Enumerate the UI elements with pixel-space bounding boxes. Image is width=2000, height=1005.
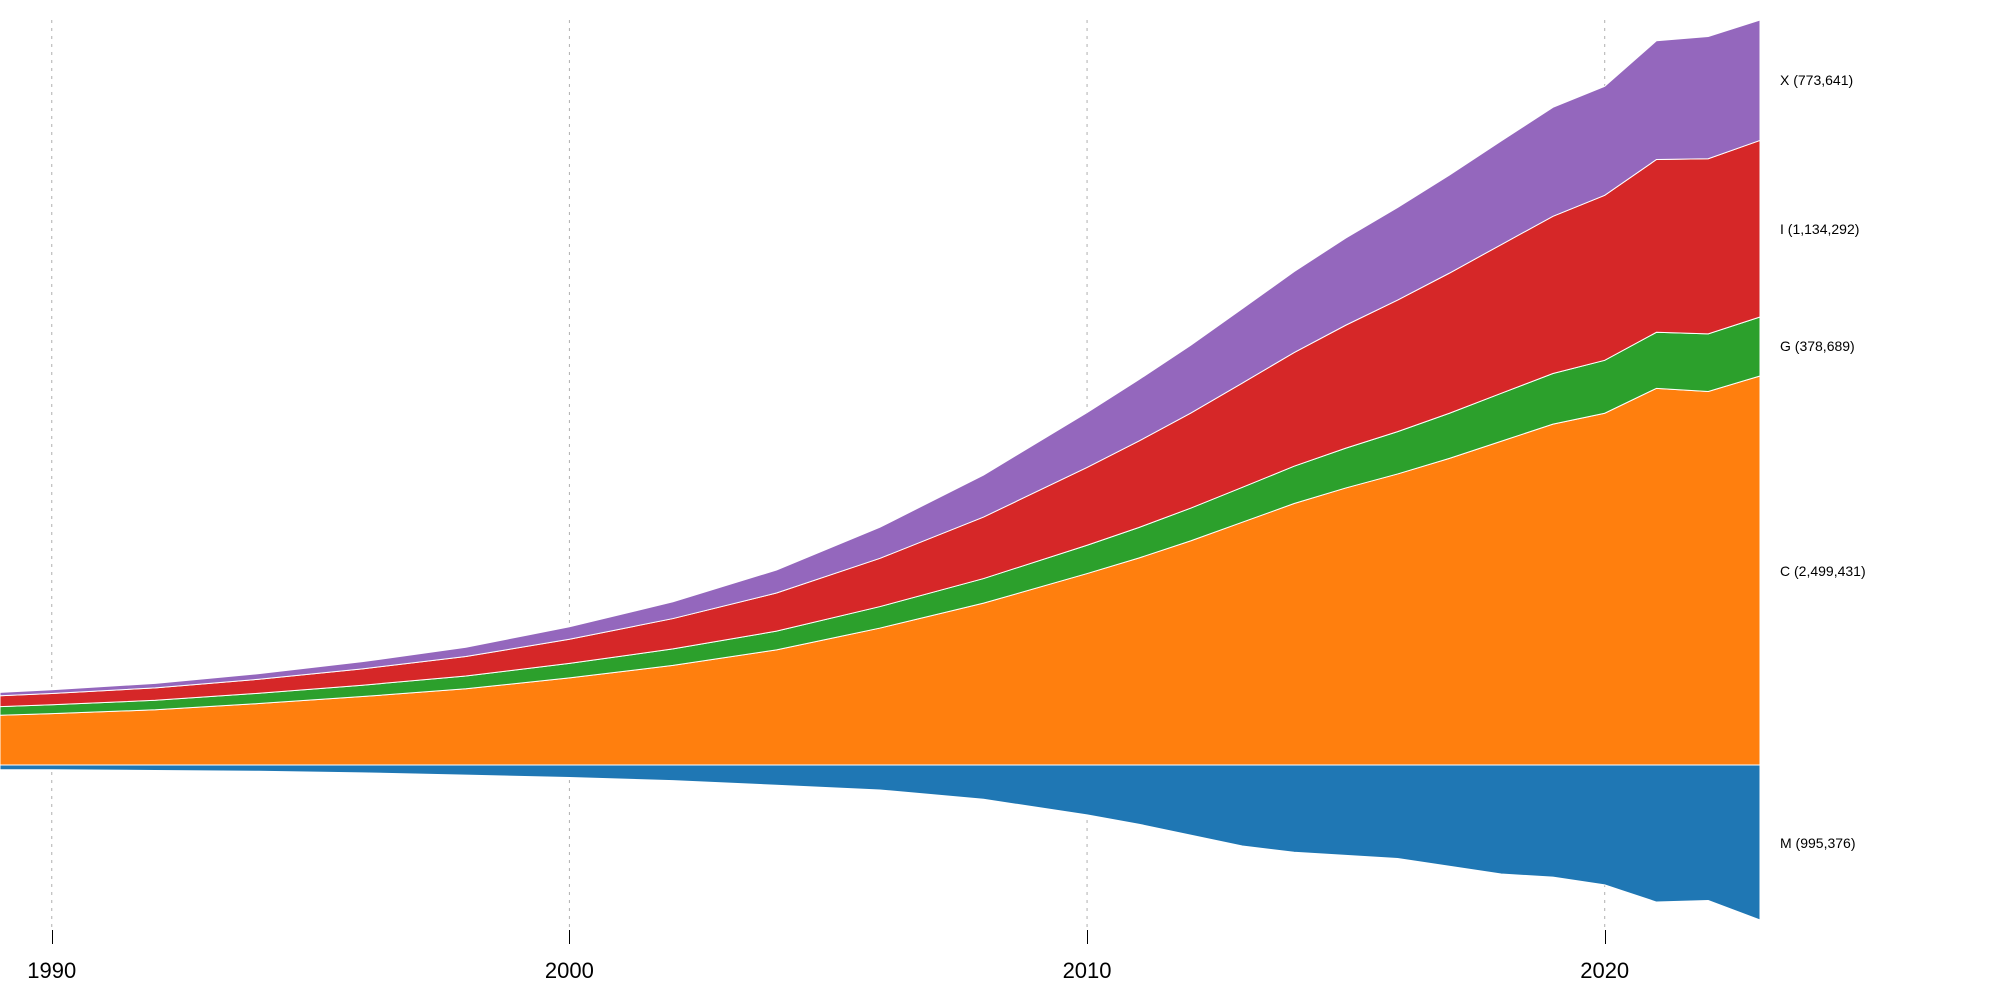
- x-tick-mark: [1087, 930, 1088, 944]
- x-tick-label: 1990: [27, 958, 76, 984]
- x-tick-label: 2000: [545, 958, 594, 984]
- stacked-area-chart: 1990 2000 2010 2020 C (2,499,431) G (378,689)…: [0, 0, 2000, 1000]
- series-label-I: I (1,134,292): [1780, 221, 1859, 237]
- series-label-X: X (773,641): [1780, 72, 1853, 88]
- x-tick-label: 2010: [1063, 958, 1112, 984]
- x-tick-mark: [569, 930, 570, 944]
- x-tick-mark: [1605, 930, 1606, 944]
- series-label-C: C (2,499,431): [1780, 563, 1866, 579]
- series-label-G: G (378,689): [1780, 338, 1855, 354]
- x-tick-mark: [52, 930, 53, 944]
- x-tick-label: 2020: [1580, 958, 1629, 984]
- area-M: [0, 765, 1760, 920]
- series-label-M: M (995,376): [1780, 835, 1855, 851]
- chart-svg: [0, 0, 2000, 1000]
